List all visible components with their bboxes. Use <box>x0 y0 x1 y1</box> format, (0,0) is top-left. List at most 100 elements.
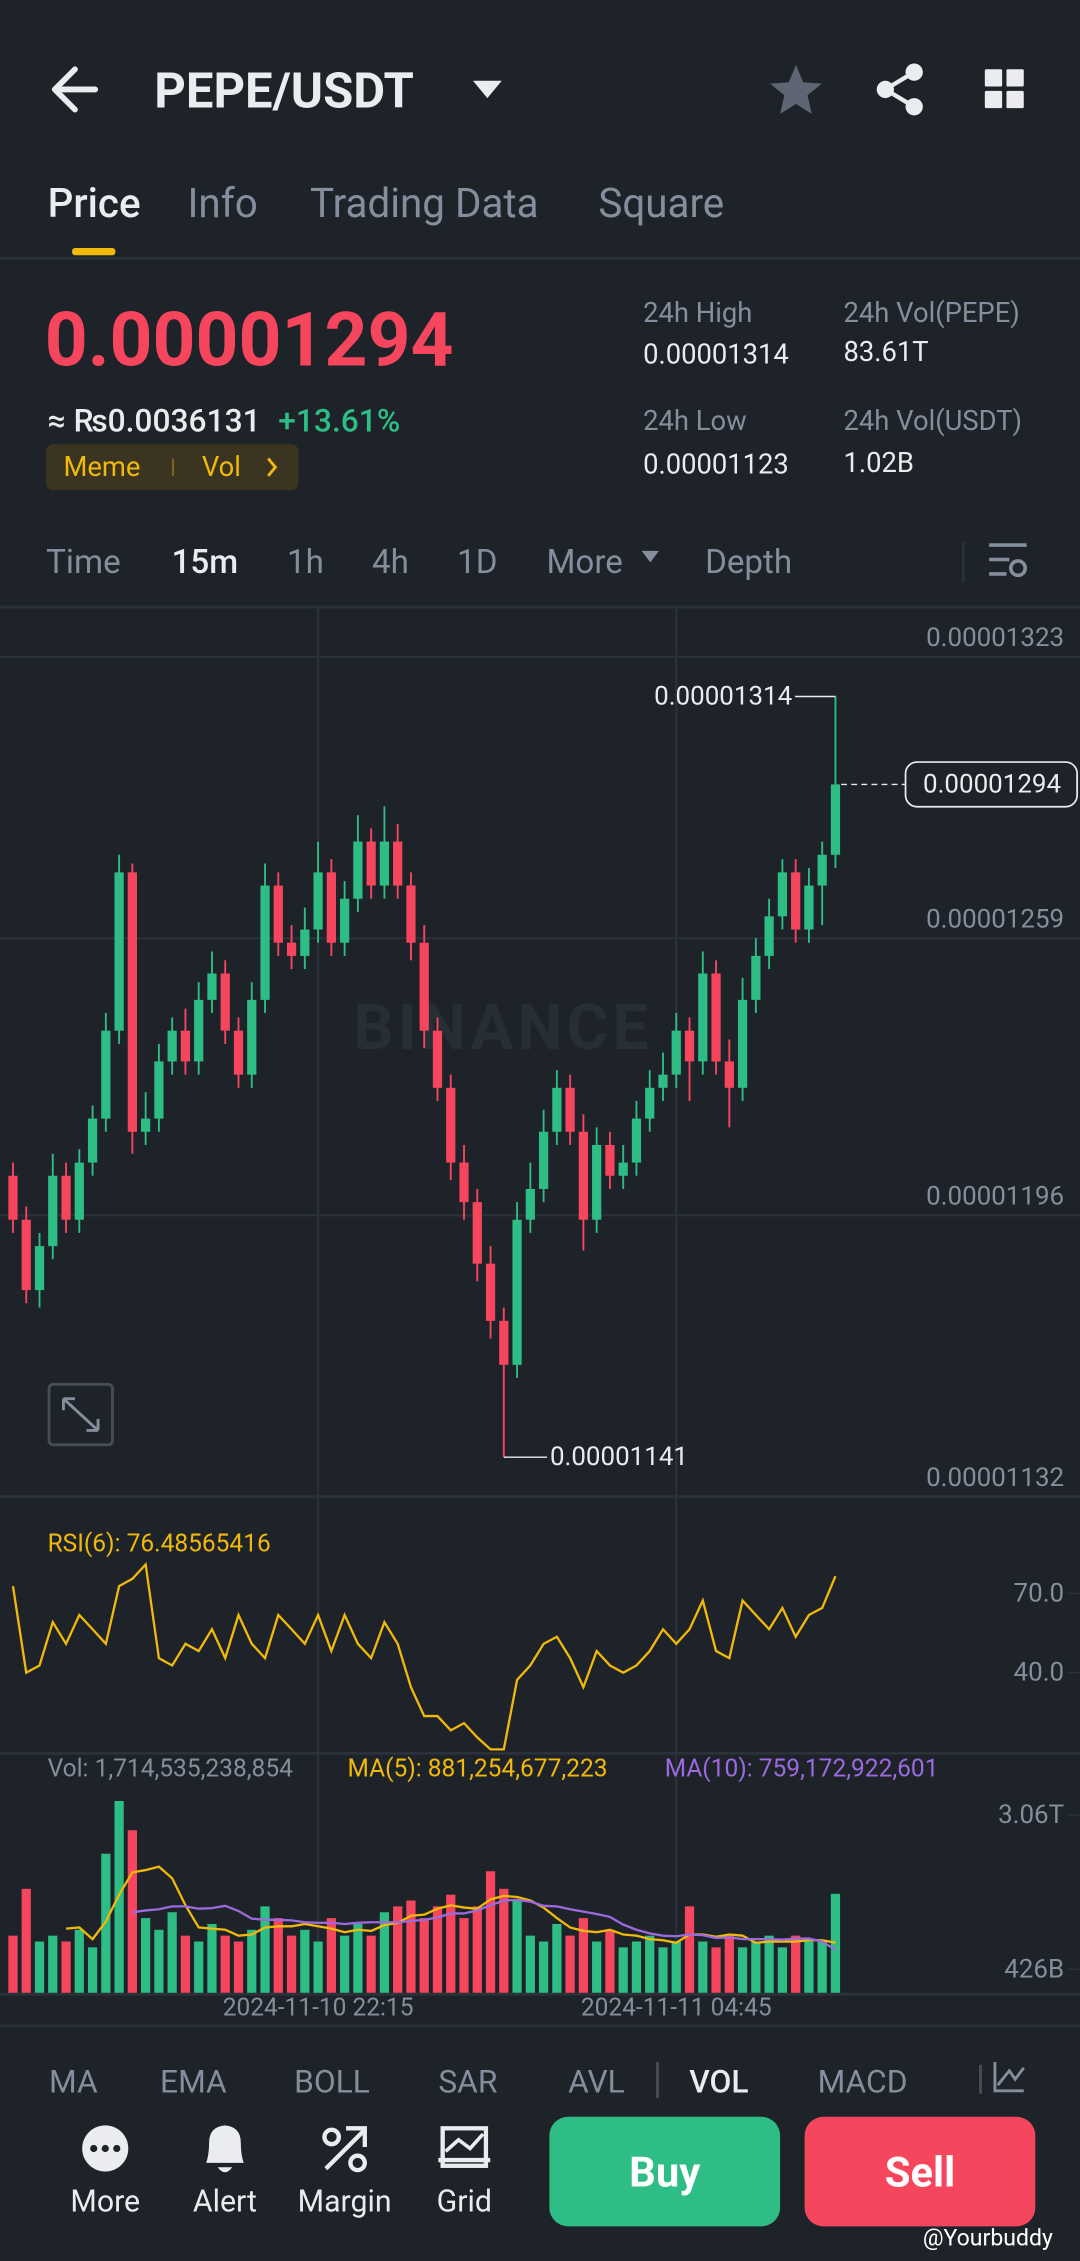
volume-bar <box>353 1923 363 1995</box>
tag[interactable]: Meme <box>63 451 140 483</box>
interval[interactable]: More <box>546 543 622 582</box>
indicator-settings[interactable] <box>993 2061 1025 2093</box>
last-price: 0.00001294 <box>45 296 454 384</box>
volume-bar <box>499 1888 509 1995</box>
candle-body <box>446 1087 456 1163</box>
indicator-tab[interactable]: AVL <box>568 2064 625 2101</box>
candle-body <box>101 1030 111 1119</box>
candle-body <box>340 898 350 943</box>
action-label[interactable]: Margin <box>298 2184 392 2219</box>
action-label[interactable]: More <box>70 2184 140 2219</box>
volume-bar <box>645 1935 655 1995</box>
interval[interactable]: 1D <box>457 543 497 582</box>
rsi-line <box>11 1561 837 1751</box>
tab[interactable]: Square <box>598 180 724 227</box>
candle-body <box>247 999 257 1075</box>
action-label[interactable]: Grid <box>437 2184 492 2219</box>
candle-body <box>552 1087 562 1132</box>
tab[interactable]: Price <box>48 180 141 227</box>
buy-button[interactable] <box>549 2116 781 2227</box>
candle-body <box>764 916 774 956</box>
indicator-tab[interactable]: EMA <box>160 2064 227 2101</box>
tab[interactable]: Info <box>187 180 257 227</box>
chart-settings[interactable] <box>989 543 1028 578</box>
candle-body <box>233 1030 244 1075</box>
low-annotation: 0.00001141 <box>550 1442 688 1472</box>
candle-body <box>538 1131 549 1189</box>
legend-entry: MA(10): 759,172,922,601 <box>665 1753 939 1782</box>
sell-button[interactable] <box>804 2116 1036 2227</box>
buy-label[interactable]: Buy <box>629 2149 700 2198</box>
tag-chevron <box>267 457 278 477</box>
interval-dropdown[interactable] <box>641 550 659 563</box>
volume-bar <box>48 1935 58 1995</box>
x-tick-label: 2024-11-10 22:15 <box>223 1993 414 2022</box>
volume-bar <box>34 1941 45 1995</box>
back-button[interactable] <box>51 66 99 113</box>
candle-body <box>207 973 217 1000</box>
candle-body <box>366 841 376 886</box>
volume-bar <box>485 1871 496 1995</box>
indicator-tab[interactable]: VOL <box>689 2064 748 2101</box>
indicator-tab[interactable]: BOLL <box>294 2064 370 2101</box>
stat-value: 0.00001314 <box>643 339 789 371</box>
volume-bar <box>379 1912 390 1995</box>
candle-body <box>313 872 323 930</box>
action-label[interactable]: Alert <box>193 2184 257 2219</box>
volume-bar <box>313 1941 323 1995</box>
indicator-tab[interactable]: SAR <box>438 2064 497 2101</box>
y-tick-label: 426B <box>1004 1954 1064 1984</box>
volume-bar <box>393 1906 403 1995</box>
volume-bar <box>711 1947 721 1995</box>
volume-bar <box>247 1929 257 1995</box>
candle-body <box>830 784 841 855</box>
margin-icon[interactable] <box>322 2126 367 2173</box>
candle-body <box>167 1030 177 1062</box>
volume-bar <box>194 1941 204 1995</box>
volume-bar <box>751 1941 761 1995</box>
volume-bar <box>684 1906 695 1995</box>
volume-bar <box>21 1888 31 1995</box>
candle-body <box>724 1061 734 1088</box>
grid-icon[interactable] <box>438 2126 491 2168</box>
interval[interactable]: 15m <box>172 543 239 582</box>
pair-title[interactable]: PEPE/USDT <box>154 62 414 119</box>
candle-body <box>21 1219 31 1291</box>
interval[interactable]: 1h <box>287 543 324 582</box>
volume-bar <box>631 1941 642 1995</box>
volume-bar <box>207 1923 217 1995</box>
layout-icon[interactable] <box>984 69 1024 109</box>
volume-bar <box>286 1935 297 1995</box>
sell-label[interactable]: Sell <box>885 2149 955 2198</box>
volume-bar <box>777 1947 788 1995</box>
tab-indicator <box>72 248 116 256</box>
candle-body <box>326 872 336 943</box>
more-icon[interactable] <box>82 2125 129 2172</box>
share-icon[interactable] <box>876 63 923 116</box>
candle-body <box>393 841 403 886</box>
candle-body <box>645 1087 655 1119</box>
alert-icon[interactable] <box>206 2125 244 2173</box>
candle-body <box>512 1219 522 1365</box>
volume-bar <box>791 1935 801 1995</box>
tab[interactable]: Trading Data <box>310 180 539 227</box>
interval[interactable]: Time <box>46 543 121 582</box>
indicator-tab[interactable]: MA <box>49 2064 98 2101</box>
stat-value: 0.00001123 <box>643 448 789 480</box>
volume-bar <box>340 1935 350 1995</box>
pair-dropdown[interactable] <box>472 80 502 99</box>
volume-bar <box>260 1906 270 1995</box>
volume-bar <box>220 1935 230 1995</box>
y-tick-label: 70.0 <box>1014 1578 1065 1608</box>
tag[interactable]: Vol <box>202 451 241 483</box>
indicator-tab[interactable]: MACD <box>818 2064 908 2101</box>
favorite-icon[interactable] <box>769 64 822 114</box>
interval[interactable]: Depth <box>705 543 792 582</box>
stat-value: 1.02B <box>844 447 914 479</box>
fullscreen-button[interactable] <box>47 1382 114 1447</box>
candle-body <box>684 1030 695 1062</box>
legend-entry: Vol: 1,714,535,238,854 <box>48 1753 294 1782</box>
volume-bar <box>565 1935 575 1995</box>
interval[interactable]: 4h <box>372 543 409 582</box>
